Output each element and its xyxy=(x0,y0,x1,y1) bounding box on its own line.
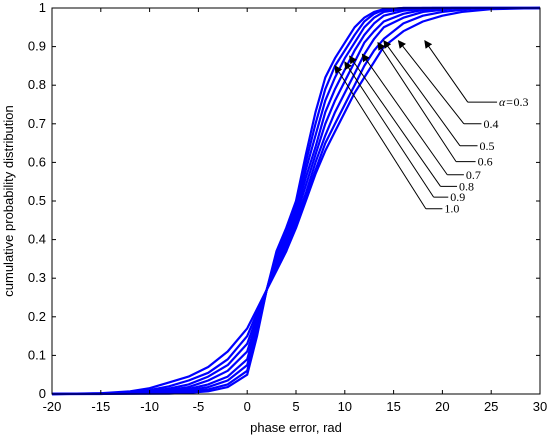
x-tick-label: 15 xyxy=(386,399,400,414)
annotation-layer: α=0.30.40.50.60.70.80.91.0 xyxy=(334,39,528,216)
y-tick-label: 0.6 xyxy=(28,154,46,169)
x-tick-label: 30 xyxy=(533,399,547,414)
tick-layer: -20 -15 -10 -5 0 5 10 15 20 25 30 0 0.1 0.2 0.3 0.4 0.5 0… xyxy=(28,0,547,414)
callout-label-0.9: 0.9 xyxy=(450,190,465,204)
callout-label-0.3: α=0.3 xyxy=(499,95,528,109)
series-line-0.7 xyxy=(51,6,540,396)
callout-value: 0.7 xyxy=(466,168,481,182)
callout-arrow xyxy=(383,40,461,147)
y-tick-label: 0 xyxy=(39,386,46,401)
callout-value: 0.6 xyxy=(478,155,493,169)
callout-value: 0.4 xyxy=(483,117,498,131)
y-tick-label: 0.7 xyxy=(28,116,46,131)
callout-value: 0.5 xyxy=(480,139,495,153)
y-tick-label: 0.3 xyxy=(28,270,46,285)
x-tick-label: -10 xyxy=(140,399,159,414)
y-tick-label: 0.4 xyxy=(28,232,46,247)
y-axis-title: cumulative probability distribution xyxy=(1,105,16,296)
callout-label-0.4: 0.4 xyxy=(483,117,498,131)
y-tick-label: 0.1 xyxy=(28,347,46,362)
alpha-prefix: α= xyxy=(499,95,513,109)
x-tick-label: 10 xyxy=(338,399,352,414)
x-tick-label: 5 xyxy=(292,399,299,414)
x-tick-label: 0 xyxy=(244,399,251,414)
callout-arrow xyxy=(361,53,448,176)
callout-value: 0.3 xyxy=(513,95,528,109)
callout-arrow xyxy=(334,65,427,209)
callout-label-0.7: 0.7 xyxy=(466,168,481,182)
callout-value: 0.8 xyxy=(459,179,474,193)
callout-arrow xyxy=(349,55,441,187)
y-tick-label: 1 xyxy=(39,0,46,15)
x-axis-title: phase error, rad xyxy=(250,420,342,435)
y-tick-label: 0.9 xyxy=(28,39,46,54)
x-tick-label: 25 xyxy=(484,399,498,414)
series-line-0.5 xyxy=(52,6,541,396)
callout-label-0.8: 0.8 xyxy=(459,179,474,193)
x-tick-label: -15 xyxy=(91,399,110,414)
x-tick-label: -5 xyxy=(193,399,205,414)
callout-value: 1.0 xyxy=(444,202,459,216)
x-tick-label: -20 xyxy=(43,399,62,414)
y-tick-label: 0.2 xyxy=(28,309,46,324)
callout-label-1.0: 1.0 xyxy=(444,202,459,216)
series-line-0.9 xyxy=(51,6,540,396)
callout-label-0.6: 0.6 xyxy=(478,155,493,169)
callout-label-0.5: 0.5 xyxy=(480,139,495,153)
y-tick-label: 0.5 xyxy=(28,193,46,208)
callout-value: 0.9 xyxy=(450,190,465,204)
series-line-0.8 xyxy=(51,6,540,396)
callout-arrow xyxy=(344,61,435,198)
x-tick-label: 20 xyxy=(435,399,449,414)
series-line-0.4 xyxy=(51,6,541,396)
series-line-0.3 xyxy=(51,6,541,396)
series-line-1.0 xyxy=(51,6,540,396)
callout-arrow xyxy=(424,39,469,103)
series-layer xyxy=(51,6,541,396)
callout-arrow xyxy=(397,40,465,125)
y-tick-label: 0.8 xyxy=(28,77,46,92)
series-line-0.6 xyxy=(51,6,540,396)
callout-arrow xyxy=(377,41,457,162)
